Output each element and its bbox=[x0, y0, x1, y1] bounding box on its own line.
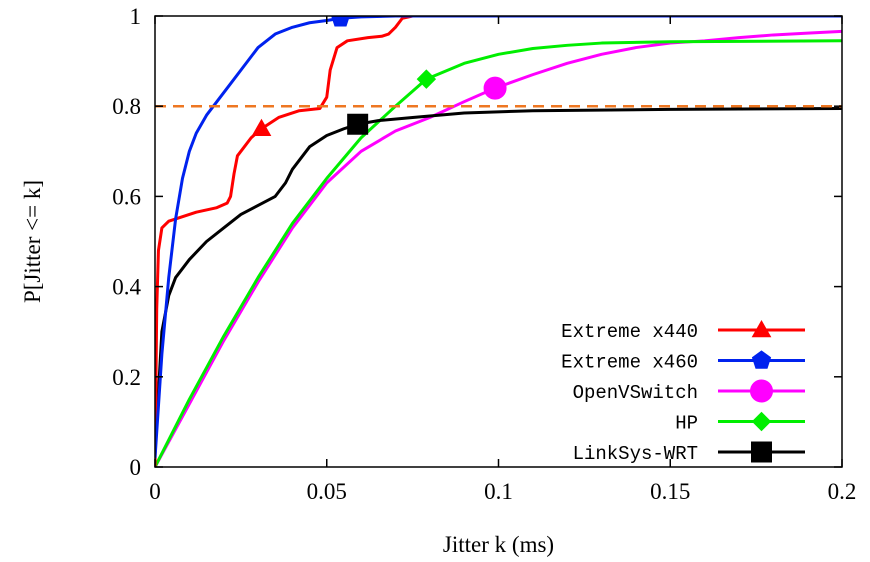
series-marker-diamond bbox=[416, 69, 437, 89]
x-tick-labels: 0 0.05 0.1 0.15 0.2 bbox=[149, 479, 856, 504]
x-tick-label: 0 bbox=[149, 479, 161, 504]
series-marker-pentagon bbox=[331, 16, 350, 27]
legend-entry: OpenVSwitch bbox=[573, 379, 805, 404]
legend-marker-pentagon bbox=[751, 350, 772, 369]
x-tick-label: 0.05 bbox=[307, 479, 347, 504]
y-tick-labels: 0 0.2 0.4 0.6 0.8 1 bbox=[112, 4, 141, 480]
y-tick-label: 0.6 bbox=[112, 184, 141, 209]
series-marker-square bbox=[347, 113, 369, 135]
series-line-linksys-wrt bbox=[155, 106, 842, 454]
x-axis-title: Jitter k (ms) bbox=[443, 532, 554, 557]
legend-marker-square bbox=[751, 441, 772, 463]
legend: Extreme x440 Extreme x460 OpenVSwitch HP Lin… bbox=[561, 319, 805, 465]
series-marker-circle bbox=[483, 76, 507, 100]
y-tick-label: 1 bbox=[130, 4, 142, 29]
legend-label: Extreme x460 bbox=[561, 352, 698, 374]
legend-entry: HP bbox=[675, 411, 805, 435]
x-tick-label: 0.15 bbox=[650, 479, 690, 504]
series-marker-triangle bbox=[251, 118, 272, 136]
series-line-hp bbox=[155, 39, 842, 467]
legend-entry: Extreme x440 bbox=[561, 319, 805, 343]
y-tick-label: 0.4 bbox=[112, 275, 141, 300]
legend-label: LinkSys-WRT bbox=[573, 443, 698, 465]
y-tick-label: 0.8 bbox=[112, 94, 141, 119]
x-tick-label: 0.2 bbox=[828, 479, 857, 504]
series-layer bbox=[155, 16, 842, 467]
y-tick-label: 0.2 bbox=[112, 365, 141, 390]
y-axis-title: P[Jitter <= k] bbox=[20, 180, 45, 303]
legend-entry: Extreme x460 bbox=[561, 350, 805, 374]
legend-label: Extreme x440 bbox=[561, 321, 698, 343]
legend-marker-circle bbox=[750, 379, 773, 403]
plot-area bbox=[154, 15, 843, 468]
legend-label: HP bbox=[675, 413, 698, 435]
legend-label: OpenVSwitch bbox=[573, 382, 698, 404]
legend-entry: LinkSys-WRT bbox=[573, 441, 805, 465]
legend-marker-triangle bbox=[751, 319, 772, 338]
x-tick-label: 0.1 bbox=[484, 479, 513, 504]
legend-marker-diamond bbox=[751, 411, 772, 432]
ticks-layer bbox=[154, 15, 843, 468]
y-tick-label: 0 bbox=[130, 455, 142, 480]
